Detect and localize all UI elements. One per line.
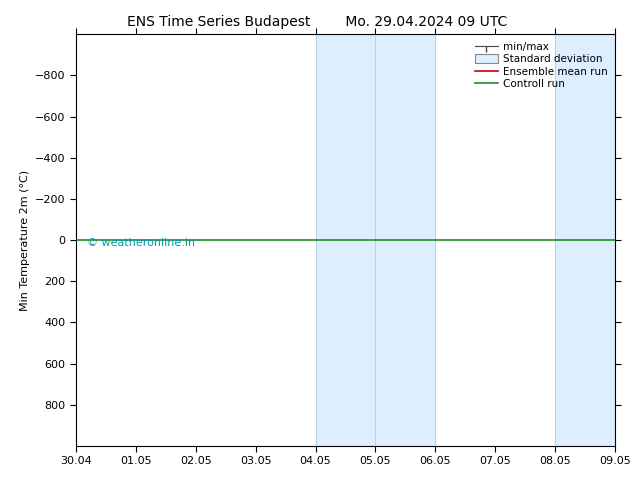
Bar: [555, 34, 615, 446]
Y-axis label: Min Temperature 2m (°C): Min Temperature 2m (°C): [20, 170, 30, 311]
Bar: [375, 34, 436, 446]
Text: © weatheronline.in: © weatheronline.in: [87, 238, 195, 248]
Legend: min/max, Standard deviation, Ensemble mean run, Controll run: min/max, Standard deviation, Ensemble me…: [473, 40, 610, 92]
Bar: [316, 34, 375, 446]
Text: ENS Time Series Budapest        Mo. 29.04.2024 09 UTC: ENS Time Series Budapest Mo. 29.04.2024 …: [127, 15, 507, 29]
